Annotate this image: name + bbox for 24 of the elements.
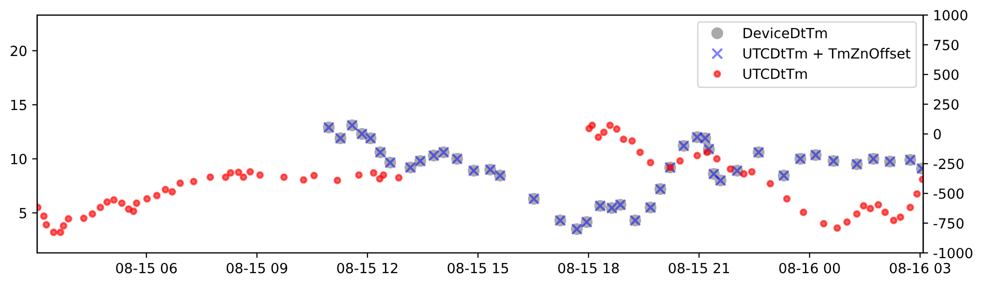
x-tick-label: 08-15 21 (668, 262, 729, 274)
x-tick-label: 08-15 15 (448, 262, 508, 274)
y-tick-label: 10 (11, 154, 26, 164)
y2-tick-label: 250 (934, 99, 958, 110)
x-tick-label: 08-16 00 (779, 262, 840, 274)
y-tick-label: 15 (11, 100, 26, 110)
x-tick-label: 08-15 09 (226, 262, 288, 274)
y2-tick-label: 0 (934, 128, 941, 140)
x-tick-label: 08-15 06 (116, 262, 177, 274)
legend-label: UTCDtTm (743, 68, 807, 80)
y2-tick-label: -750 (934, 218, 964, 229)
x-tick-label: 08-15 18 (558, 262, 619, 274)
y2-tick-label: -500 (934, 188, 964, 199)
y-tick-label: 5 (20, 208, 26, 218)
x-tick-label: 08-15 12 (337, 262, 398, 274)
x-tick-label: 08-16 03 (890, 262, 950, 274)
legend-label: DeviceDtTm (744, 28, 827, 38)
y2-tick-label: -1000 (934, 248, 972, 258)
y2-tick-label: -250 (934, 158, 964, 170)
y-tick-label: 20 (10, 46, 26, 56)
y2-tick-label: 1000 (934, 10, 968, 20)
y2-tick-label: 500 (934, 69, 958, 80)
legend-label: UTCDtTm + TmZnOffset (743, 48, 910, 59)
y2-tick-label: 750 (934, 40, 958, 50)
